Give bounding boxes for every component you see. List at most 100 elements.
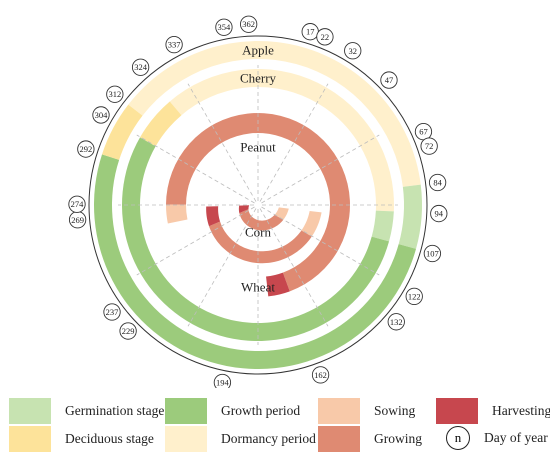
legend-item-dormancy: Dormancy period — [165, 426, 316, 452]
day-marker-label: 324 — [134, 62, 148, 72]
day-marker: 67 — [414, 122, 433, 141]
day-marker: 84 — [428, 173, 447, 192]
day-marker-label: 229 — [122, 326, 135, 336]
day-marker-label: 122 — [408, 291, 421, 301]
gridline — [187, 208, 257, 327]
gridline — [187, 83, 257, 202]
day-marker-label: 354 — [218, 22, 232, 32]
day-marker-circle — [103, 303, 121, 321]
legend-swatch-growing — [318, 426, 360, 452]
legend-item-growing: Growing — [318, 426, 422, 452]
day-marker: 22 — [316, 28, 334, 46]
day-marker-circle — [119, 322, 137, 340]
day-marker: 162 — [311, 366, 330, 384]
apple-dormancy-segment — [128, 40, 421, 187]
month-gridlines — [118, 65, 398, 345]
legend-item-deciduous: Deciduous stage — [9, 426, 154, 452]
day-marker-label: 67 — [419, 127, 428, 137]
day-marker-label: 269 — [71, 215, 84, 225]
legend-label: Harvesting — [492, 403, 550, 418]
day-marker: 122 — [405, 287, 423, 306]
day-marker: 354 — [215, 18, 233, 36]
cherry-dormancy-segment — [169, 68, 395, 212]
legend-label: Germination stage — [65, 403, 165, 418]
gridline — [261, 206, 380, 276]
apple-germination-segment — [398, 184, 422, 249]
day-marker: 94 — [430, 204, 448, 223]
cherry-deciduous-segment — [140, 101, 182, 147]
legend: Germination stage Growth period Sowing H… — [0, 388, 550, 456]
day-marker-label: 132 — [390, 317, 403, 327]
gridline — [136, 134, 255, 204]
day-marker-circle — [240, 15, 258, 33]
day-marker-circle — [316, 28, 334, 46]
legend-swatch-harvesting — [436, 398, 478, 424]
legend-label: Day of year — [484, 430, 548, 445]
day-marker-circle — [420, 137, 438, 155]
legend-label: Deciduous stage — [65, 431, 154, 446]
legend-swatch-sowing — [318, 398, 360, 424]
day-marker: 72 — [420, 137, 438, 155]
day-marker: 229 — [119, 322, 137, 340]
day-marker: 324 — [131, 58, 150, 76]
gridline — [261, 134, 380, 204]
cherry-growth-segment — [121, 137, 390, 342]
corn-growing-segment — [239, 209, 284, 231]
day-marker-label: 84 — [433, 177, 442, 187]
day-marker-label: 312 — [108, 89, 121, 99]
day-marker-circle — [380, 71, 398, 89]
phase-rings — [93, 40, 422, 370]
crop-label-cherry: Cherry — [240, 71, 277, 86]
legend-item-germination: Germination stage — [9, 398, 164, 424]
day-marker: 47 — [380, 71, 398, 89]
day-marker-circle — [68, 195, 86, 213]
day-marker-circle — [106, 85, 124, 103]
peanut-growing-segment — [209, 221, 312, 264]
day-marker-circle — [428, 173, 447, 192]
day-marker-circle — [423, 244, 442, 263]
day-marker-label: 94 — [435, 209, 444, 219]
day-marker-circle — [387, 313, 405, 331]
legend-label: Sowing — [374, 403, 416, 418]
corn-sowing-segment — [274, 207, 289, 220]
day-marker-circle — [430, 204, 448, 223]
legend-label: Growth period — [221, 403, 301, 418]
peanut-harvesting-segment — [206, 206, 221, 227]
day-marker-circle — [215, 18, 233, 36]
day-marker-label: 72 — [425, 141, 434, 151]
day-marker-label: 17 — [306, 27, 315, 37]
legend-item-harvesting: Harvesting — [436, 398, 550, 424]
day-marker: 312 — [106, 85, 124, 103]
legend-label: Growing — [374, 431, 422, 446]
crop-label-apple: Apple — [242, 43, 274, 58]
wheat-harvesting-segment — [266, 272, 290, 297]
day-marker-label: 274 — [71, 199, 85, 209]
day-marker-label: 47 — [385, 75, 394, 85]
day-marker: 269 — [68, 211, 87, 229]
day-marker: 194 — [213, 373, 232, 388]
day-marker-label: 162 — [314, 370, 327, 380]
day-marker: 107 — [423, 244, 442, 263]
crop-labels: Apple Cherry Wheat Peanut Corn — [240, 43, 277, 295]
day-marker-label: 32 — [348, 46, 357, 56]
legend-item-day-of-year: n Day of year — [436, 426, 548, 450]
crop-calendar-diagram: Apple Cherry Wheat Peanut Corn 17 22 32 47 67 72 8… — [68, 15, 448, 388]
day-marker-circle — [131, 58, 150, 76]
day-marker-label: 194 — [216, 377, 230, 387]
legend-swatch-deciduous — [9, 426, 51, 452]
legend-swatch-germination — [9, 398, 51, 424]
day-marker-circle — [77, 140, 95, 158]
day-marker-label: 22 — [321, 32, 330, 42]
day-marker: 17 — [301, 23, 319, 41]
day-marker: 304 — [92, 106, 110, 124]
day-of-year-symbol: n — [446, 426, 470, 450]
legend-label: Dormancy period — [221, 431, 316, 446]
day-marker-label: 292 — [79, 144, 92, 154]
legend-swatch-dormancy — [165, 426, 207, 452]
day-marker-circle — [213, 373, 232, 388]
day-marker-label: 107 — [426, 248, 439, 258]
legend-swatch-growth — [165, 398, 207, 424]
day-marker-circle — [311, 366, 330, 384]
day-marker-label: 337 — [168, 40, 181, 50]
